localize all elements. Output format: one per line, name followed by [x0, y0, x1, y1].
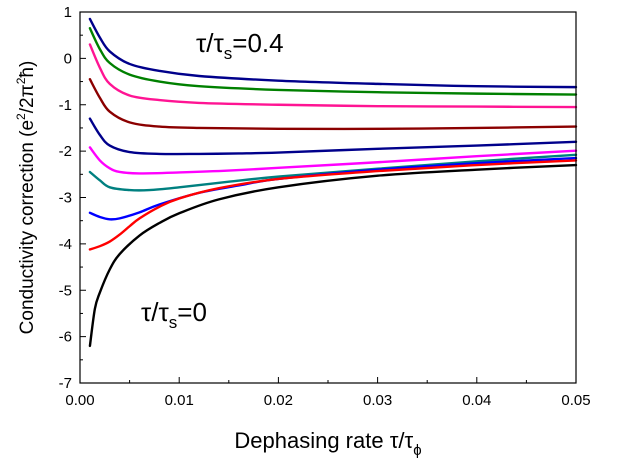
y-axis-title: Conductivity correction (e2/2π2ħ) [14, 61, 38, 335]
y-axis-title-base: Conductivity correction (e [17, 120, 38, 334]
x-tick-label: 0.03 [363, 392, 392, 409]
annotation-tau-s-0.4: τ/τs=0.4 [196, 28, 284, 63]
x-tick-label: 0.01 [165, 392, 194, 409]
y-axis-title-sup1: 2 [14, 113, 28, 120]
x-axis-title-sub: ϕ [413, 442, 421, 459]
y-tick-label: 0 [64, 50, 72, 67]
series-line-3 [88, 43, 578, 109]
series-line-7 [88, 153, 578, 192]
y-tick-label: -6 [59, 329, 72, 346]
series-line-10 [88, 163, 578, 348]
ticks-layer: 0.00 0.01 0.02 0.03 0.04 0.05 -7 -6 -5 -4 -3 -2 -1 0 1 [59, 4, 591, 409]
y-tick-label: 1 [64, 4, 72, 21]
x-tick-label: 0.02 [264, 392, 293, 409]
y-tick-label: -5 [59, 282, 72, 299]
annotation-bottom-suffix: =0 [177, 297, 207, 327]
series-line-9 [88, 159, 578, 251]
series-line-1 [88, 17, 578, 89]
y-tick-label: -1 [59, 97, 72, 114]
x-tick-label: 0.05 [561, 392, 590, 409]
annotation-top-suffix: =0.4 [232, 28, 283, 58]
plot-frame [79, 11, 577, 384]
y-axis-title-mid: /2π [17, 84, 38, 113]
series-line-6 [88, 146, 578, 175]
y-axis-title-end: ħ) [17, 61, 38, 78]
annotation-tau-s-0: τ/τs=0 [141, 297, 207, 332]
series-layer [88, 17, 578, 348]
x-tick-label: 0.04 [462, 392, 491, 409]
annotation-top-sub: s [224, 44, 233, 63]
y-axis-title-sup2: 2 [14, 77, 28, 84]
series-line-4 [88, 78, 578, 131]
y-tick-label: -4 [59, 236, 72, 253]
x-tick-label: 0.00 [65, 392, 94, 409]
y-tick-label: -3 [59, 190, 72, 207]
x-axis-title: Dephasing rate τ/τϕ [234, 428, 421, 459]
y-tick-label: -7 [59, 375, 72, 392]
annotation-top-base: τ/τ [196, 28, 224, 58]
y-tick-label: -2 [59, 143, 72, 160]
x-axis-title-base: Dephasing rate τ/τ [234, 428, 413, 453]
annotation-bottom-base: τ/τ [141, 297, 169, 327]
annotation-bottom-sub: s [169, 313, 178, 332]
series-line-5 [88, 117, 578, 156]
series-line-2 [88, 27, 578, 96]
